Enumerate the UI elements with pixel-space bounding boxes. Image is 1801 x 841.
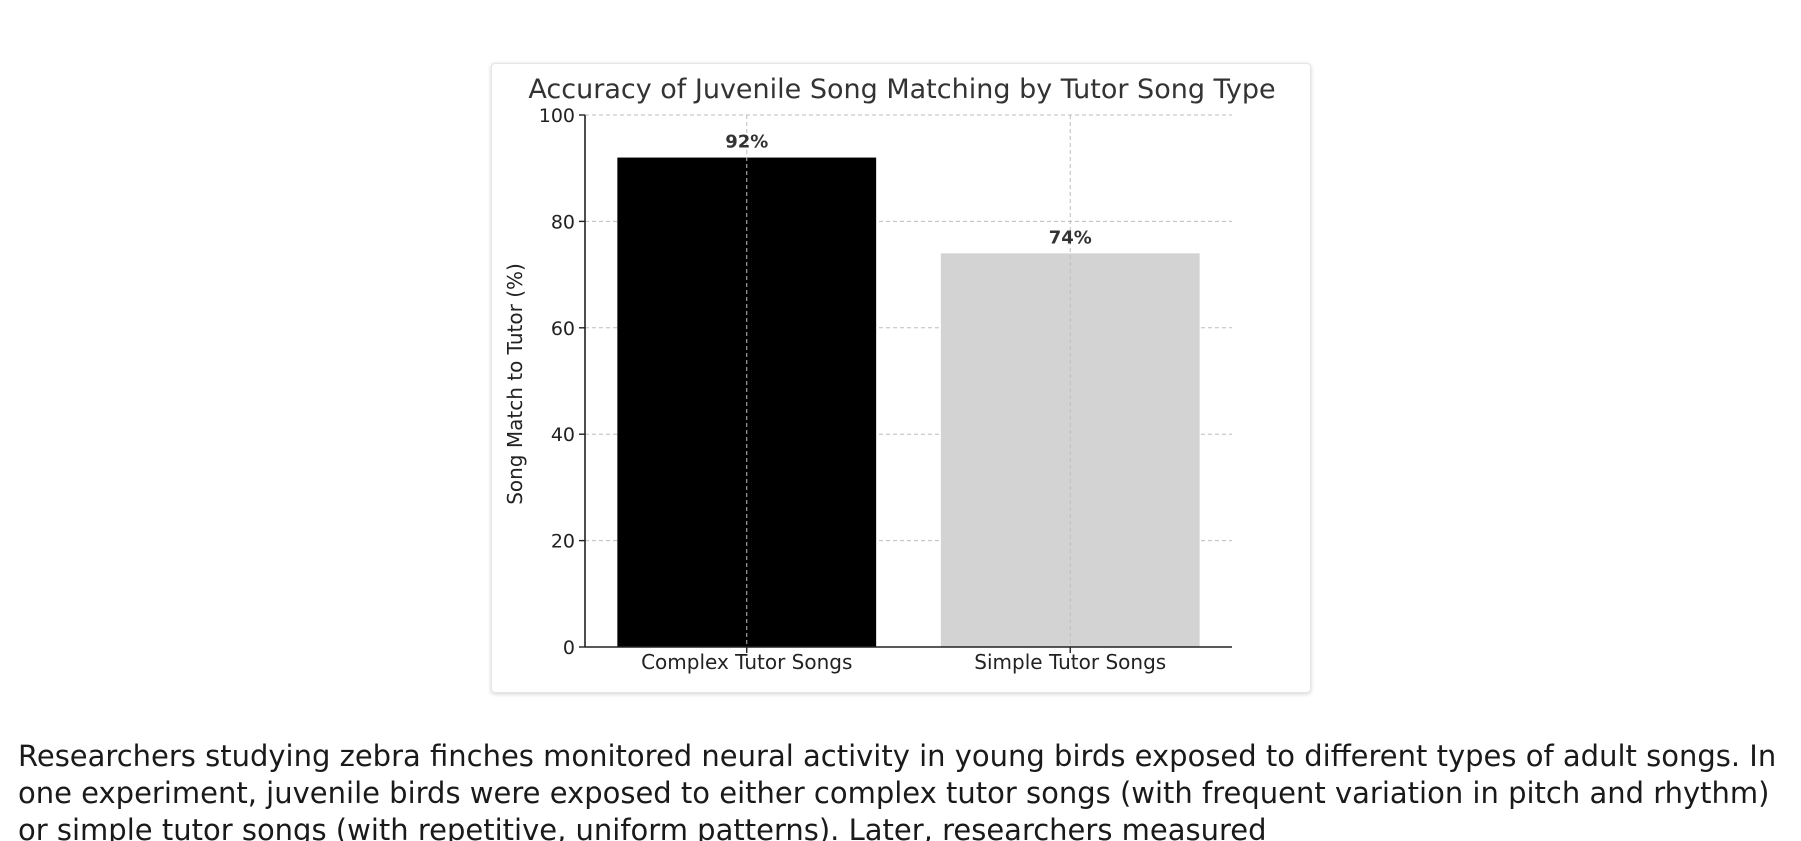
- bar-value-label: 92%: [725, 132, 768, 153]
- question-passage: Researchers studying zebra finches monit…: [18, 739, 1777, 841]
- y-tick-label: 40: [551, 424, 575, 446]
- label-layer: 92% Complex Tutor Songs 74% Simple Tutor So…: [641, 132, 1166, 674]
- chart-title: Accuracy of Juvenile Song Matching by Tu…: [528, 74, 1275, 105]
- x-tick-label: Simple Tutor Songs: [974, 650, 1166, 674]
- y-axis-label: Song Match to Tutor (%): [503, 263, 527, 505]
- axis-layer: [584, 115, 1232, 648]
- tick-layer: 0 20 40 60 80 100: [539, 105, 1071, 659]
- y-tick-label: 80: [551, 211, 575, 233]
- y-tick-label: 20: [551, 531, 575, 553]
- bar-value-label: 74%: [1049, 227, 1092, 248]
- y-tick-label: 100: [539, 105, 575, 127]
- chart-figure: 0 20 40 60 80 100 92% Complex Tutor Songs 74% Si…: [491, 63, 1311, 693]
- y-tick-label: 0: [563, 637, 575, 659]
- x-tick-label: Complex Tutor Songs: [641, 650, 852, 674]
- y-tick-label: 60: [551, 318, 575, 340]
- bar-layer: [617, 115, 1200, 647]
- bar-chart: 0 20 40 60 80 100 92% Complex Tutor Songs 74% Si…: [503, 74, 1276, 674]
